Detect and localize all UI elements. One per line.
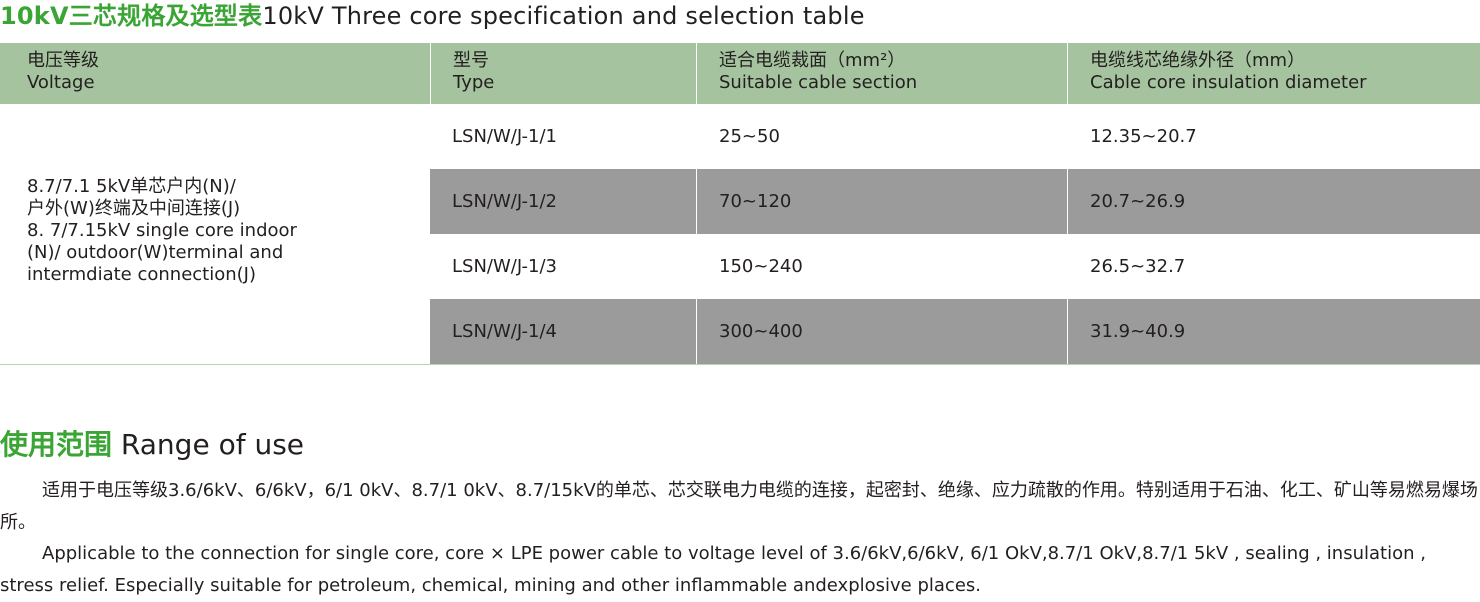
table-rows: LSN/W/J-1/1 25~50 12.35~20.7 LSN/W/J-1/2… [430,104,1480,364]
voltage-line: 8. 7/7.15kV single core indoor [27,220,297,241]
header-type: 型号 Type [430,43,696,104]
table-row: LSN/W/J-1/3 150~240 26.5~32.7 [430,234,1480,299]
spec-table: 电压等级 Voltage 型号 Type 适合电缆裁面（mm²） Suitabl… [0,43,1480,365]
table-body: 8.7/7.1 5kV单芯户内(N)/ 户外(W)终端及中间连接(J) 8. 7… [0,104,1480,365]
range-of-use-text-en: Applicable to the connection for single … [0,543,1426,596]
page-title: 10kV三芯规格及选型表10kV Three core specificatio… [0,0,865,32]
type-cell: LSN/W/J-1/2 [452,191,557,212]
type-cell: LSN/W/J-1/1 [452,126,557,147]
table-row: LSN/W/J-1/1 25~50 12.35~20.7 [430,104,1480,169]
page-title-cn: 10kV三芯规格及选型表 [0,2,263,30]
voltage-line: intermdiate connection(J) [27,264,256,285]
table-row: LSN/W/J-1/4 300~400 31.9~40.9 [430,299,1480,364]
section-cell: 25~50 [696,104,1067,169]
section-cell: 150~240 [696,234,1067,299]
header-voltage-cn: 电压等级 [27,50,99,71]
header-voltage: 电压等级 Voltage [0,43,430,104]
voltage-line: (N)/ outdoor(W)terminal and [27,242,284,263]
range-of-use-text-cn: 适用于电压等级3.6/6kV、6/6kV，6/1 0kV、8.7/1 0kV、8… [0,480,1478,533]
voltage-line: 8.7/7.1 5kV单芯户内(N)/ [27,176,236,197]
range-of-use-title: 使用范围 Range of use [0,428,304,462]
header-type-en: Type [453,72,495,93]
header-diameter-cn: 电缆线芯绝缘外径（mm） [1090,50,1306,71]
diameter-cell: 20.7~26.9 [1067,169,1480,234]
diameter-cell: 31.9~40.9 [1067,299,1480,364]
voltage-cell: 8.7/7.1 5kV单芯户内(N)/ 户外(W)终端及中间连接(J) 8. 7… [0,104,430,364]
range-of-use-title-en: Range of use [120,428,305,461]
header-section-cn: 适合电缆裁面（mm²） [719,50,906,71]
voltage-line: 户外(W)终端及中间连接(J) [27,198,241,219]
header-voltage-en: Voltage [27,72,95,93]
page-title-en: 10kV Three core specification and select… [262,2,865,30]
range-of-use-title-cn: 使用范围 [0,428,113,461]
table-row: LSN/W/J-1/2 70~120 20.7~26.9 [430,169,1480,234]
type-cell: LSN/W/J-1/3 [452,256,557,277]
header-diameter: 电缆线芯绝缘外径（mm） Cable core insulation diame… [1067,43,1480,104]
header-section: 适合电缆裁面（mm²） Suitable cable section [696,43,1067,104]
header-section-en: Suitable cable section [719,72,918,93]
section-cell: 300~400 [696,299,1067,364]
section-cell: 70~120 [696,169,1067,234]
diameter-cell: 12.35~20.7 [1067,104,1480,169]
table-header: 电压等级 Voltage 型号 Type 适合电缆裁面（mm²） Suitabl… [0,43,1480,104]
header-type-cn: 型号 [453,50,489,71]
diameter-cell: 26.5~32.7 [1067,234,1480,299]
header-diameter-en: Cable core insulation diameter [1090,72,1367,93]
type-cell: LSN/W/J-1/4 [452,321,557,342]
